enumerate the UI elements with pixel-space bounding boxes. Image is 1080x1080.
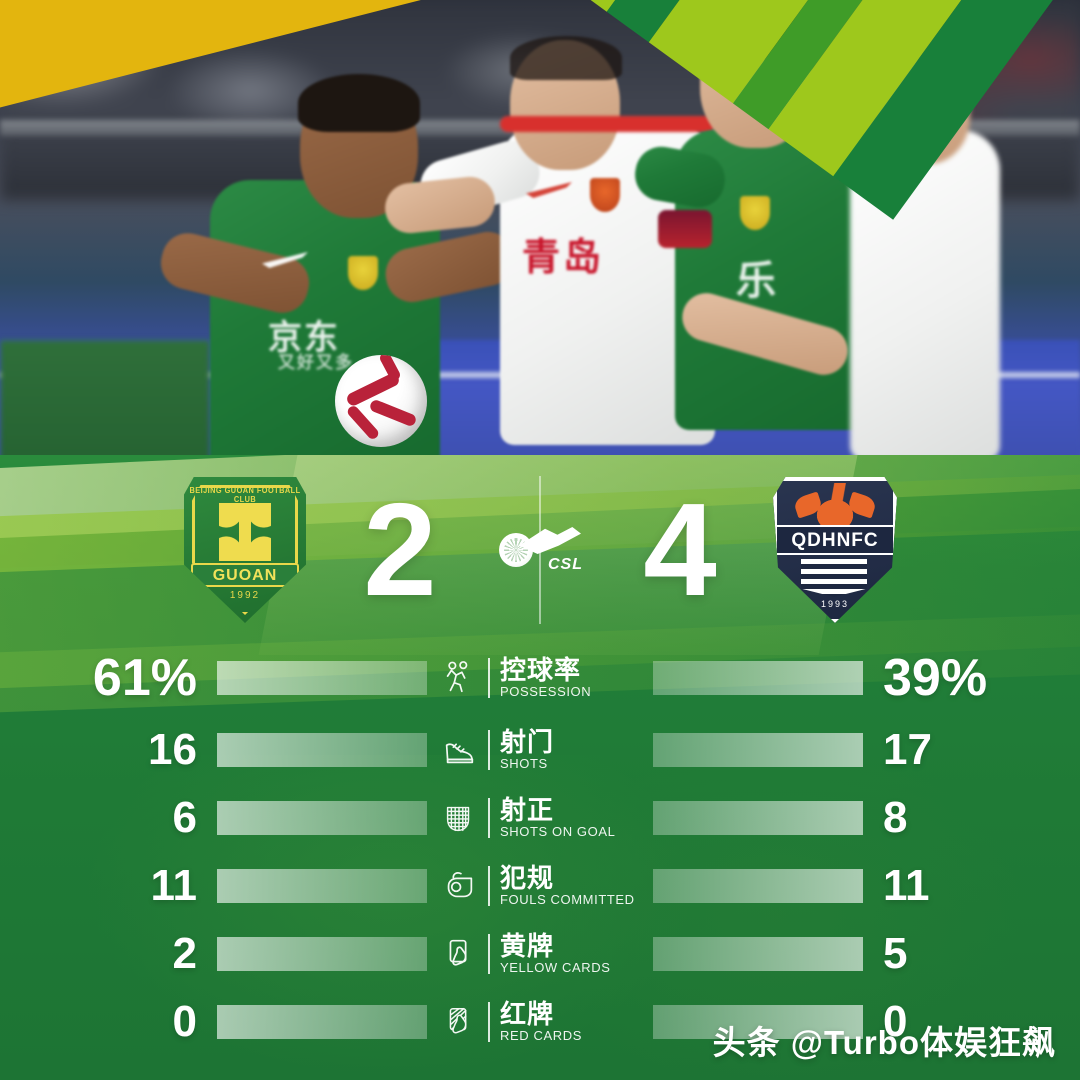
football <box>335 355 427 447</box>
away-stat-value: 8 <box>883 793 908 842</box>
watermark: 头条 @Turbo体娱狂飙 <box>712 1024 1056 1061</box>
stat-label-cn: 犯规 <box>500 862 555 893</box>
label-divider <box>488 865 490 906</box>
qingdao-hainiu-crest: QDHNFC 1993 <box>773 477 897 623</box>
home-stat-value: 0 <box>172 997 197 1046</box>
label-divider <box>488 657 490 698</box>
home-stat-value: 2 <box>172 929 197 978</box>
csl-logo: CSL <box>497 527 583 573</box>
stat-label-group: 射正 SHOTS ON GOAL <box>427 794 653 840</box>
home-score: 2 <box>363 476 437 623</box>
crest-band-text: QDHNFC <box>777 525 893 555</box>
stat-labels: 控球率 POSSESSION <box>500 654 640 700</box>
away-stat-bar <box>653 869 863 903</box>
stat-labels: 黄牌 YELLOW CARDS <box>500 930 640 976</box>
stat-labels: 射正 SHOTS ON GOAL <box>500 794 640 840</box>
score-divider-group: CSL <box>480 470 600 630</box>
stat-label-en: SHOTS ON GOAL <box>500 823 616 839</box>
home-stat-bar <box>217 869 427 903</box>
away-stat-value: 5 <box>883 929 908 978</box>
away-stat-value: 0 <box>883 997 908 1046</box>
stat-row: 2 黄牌 YELLOW CARDS 5 <box>0 920 1080 988</box>
away-score: 4 <box>643 476 717 623</box>
stat-label-cn: 黄牌 <box>500 930 555 961</box>
stat-label-en: YELLOW CARDS <box>500 959 611 975</box>
stat-label-en: FOULS COMMITTED <box>500 891 635 907</box>
away-jersey-sponsor: 青岛 <box>522 237 605 279</box>
away-stat-bar <box>653 937 863 971</box>
red-card-icon <box>440 1003 478 1041</box>
stat-row: 61% 控球率 POSSESSION <box>0 640 1080 716</box>
yellow-card-icon <box>440 935 478 973</box>
stat-label-group: 控球率 POSSESSION <box>427 654 653 700</box>
stat-labels: 射门 SHOTS <box>500 726 640 772</box>
home-stat-bar <box>217 733 427 767</box>
scoreboard: BEIJING GUOAN FOOTBALL CLUB GUOAN 1992 2… <box>0 465 1080 635</box>
home-stat-bar <box>217 937 427 971</box>
goal-net-icon <box>440 799 478 837</box>
match-action-photo: 京东 又好又多 青岛 乐 <box>0 0 1080 470</box>
stat-row: 16 射门 SHOTS <box>0 716 1080 784</box>
stat-labels: 红牌 RED CARDS <box>500 998 640 1044</box>
stat-label-cn: 射正 <box>500 794 555 825</box>
stat-label-group: 射门 SHOTS <box>427 726 653 772</box>
label-divider <box>488 729 490 770</box>
stat-label-en: RED CARDS <box>500 1027 582 1043</box>
stat-label-cn: 射门 <box>500 726 555 757</box>
crest-year: 1993 <box>820 599 850 609</box>
label-divider <box>488 933 490 974</box>
csl-ball-icon <box>499 533 533 567</box>
grass-patch <box>0 340 210 470</box>
crest-arc-text: BEIJING GUOAN FOOTBALL CLUB <box>189 486 301 504</box>
home-jersey-sponsor: 京东 <box>268 319 340 357</box>
away-stat-bar <box>653 733 863 767</box>
possession-icon <box>440 659 478 697</box>
whistle-icon <box>440 867 478 905</box>
home-stat-bar <box>217 661 427 695</box>
stat-row: 11 犯规 FOULS COMMITTED <box>0 852 1080 920</box>
crest-waves <box>801 559 867 597</box>
stat-label-cn: 红牌 <box>500 998 555 1029</box>
stat-label-group: 黄牌 YELLOW CARDS <box>427 930 653 976</box>
home-stat-value: 6 <box>172 793 197 842</box>
home-jersey-sponsor-sub: 又好又多 <box>278 353 354 372</box>
stat-labels: 犯规 FOULS COMMITTED <box>500 862 640 908</box>
away-crest-wrap: QDHNFC 1993 <box>760 477 910 623</box>
csl-label: CSL <box>548 556 583 573</box>
home-jersey-sleeve-text: 乐 <box>736 259 778 303</box>
stat-label-en: SHOTS <box>500 755 548 771</box>
stats-panel: BEIJING GUOAN FOOTBALL CLUB GUOAN 1992 2… <box>0 455 1080 1080</box>
home-crest-wrap: BEIJING GUOAN FOOTBALL CLUB GUOAN 1992 <box>170 477 320 623</box>
stat-row: 0 红牌 RED CARDS <box>0 988 1080 1056</box>
home-stat-value: 16 <box>148 725 197 774</box>
home-stat-value: 11 <box>150 861 197 910</box>
away-stat-bar <box>653 661 863 695</box>
away-stat-value: 11 <box>883 861 930 910</box>
away-stat-value: 39% <box>883 649 988 707</box>
away-stat-bar <box>653 801 863 835</box>
home-stat-bar <box>217 1005 427 1039</box>
stat-label-en: POSSESSION <box>500 683 592 699</box>
label-divider <box>488 1001 490 1042</box>
stat-label-cn: 控球率 <box>500 654 582 685</box>
stats-list: 61% 控球率 POSSESSION <box>0 640 1080 1056</box>
home-stat-bar <box>217 801 427 835</box>
stat-row: 6 射正 SHOTS ON GOAL <box>0 784 1080 852</box>
beijing-guoan-crest: BEIJING GUOAN FOOTBALL CLUB GUOAN 1992 <box>184 477 306 623</box>
label-divider <box>488 797 490 838</box>
boot-icon <box>440 731 478 769</box>
crest-year: 1992 <box>229 590 261 601</box>
away-stat-bar <box>653 1005 863 1039</box>
stat-label-group: 犯规 FOULS COMMITTED <box>427 862 653 908</box>
home-stat-value: 61% <box>92 649 197 707</box>
stat-label-group: 红牌 RED CARDS <box>427 998 653 1044</box>
crest-banner: GUOAN <box>191 563 299 587</box>
away-stat-value: 17 <box>883 725 932 774</box>
crest-emblem <box>219 503 271 561</box>
